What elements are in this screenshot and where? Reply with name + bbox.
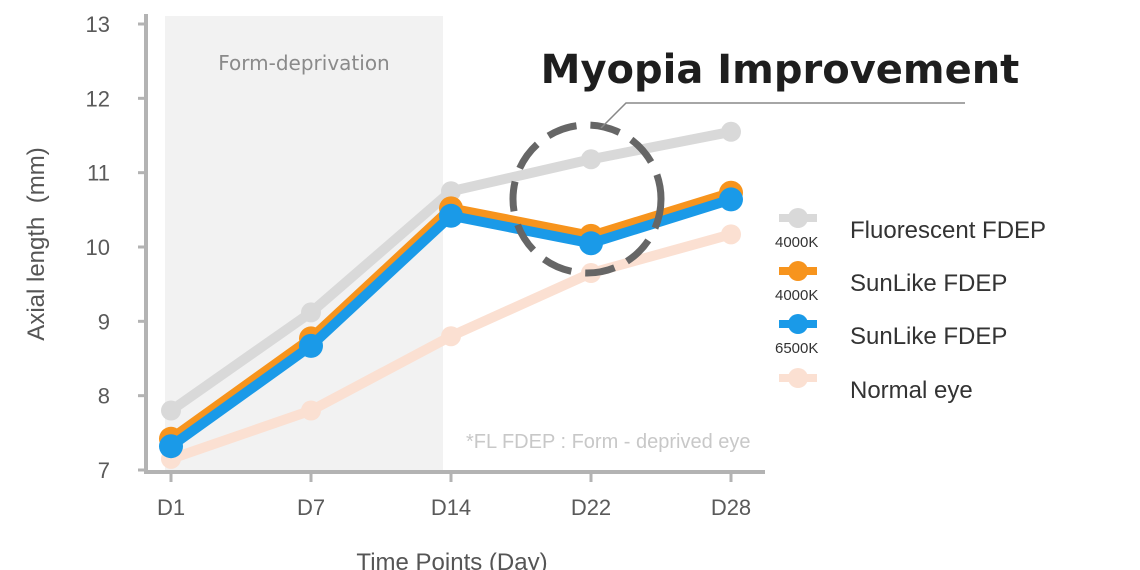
legend-swatch-marker — [788, 314, 808, 334]
legend-label: SunLike FDEP — [850, 270, 1007, 297]
legend-item: SunLike FDEP 6500K — [775, 314, 1007, 357]
legend-sublabel: 4000K — [775, 234, 818, 251]
legend-swatch-marker — [788, 368, 808, 388]
legend-item: Fluorescent FDEP 4000K — [775, 208, 1046, 251]
x-tick-label: D1 — [157, 495, 185, 520]
data-point — [299, 333, 323, 358]
y-tick-label: 8 — [98, 384, 110, 409]
series-normal-eye — [161, 224, 741, 469]
x-axis-ticks: D1 D7 D14 D22 D28 — [157, 472, 751, 520]
series-sunlike-fdep-6500k — [159, 187, 743, 459]
y-tick-label: 7 — [98, 458, 110, 483]
x-tick-label: D14 — [431, 495, 471, 520]
form-deprivation-label: Form-deprivation — [218, 51, 389, 75]
legend-item: SunLike FDEP 4000K — [775, 261, 1007, 304]
series-fluorescent-fdep-4000k — [161, 121, 741, 421]
y-tick-label: 12 — [86, 86, 110, 111]
y-tick-label: 13 — [86, 12, 110, 37]
y-tick-label: 11 — [87, 161, 110, 186]
data-point — [721, 224, 741, 245]
series-layer — [159, 121, 743, 469]
legend-swatch-marker — [788, 261, 808, 281]
y-axis-ticks: 7 8 9 10 11 12 13 — [86, 12, 146, 483]
data-point — [581, 149, 601, 170]
chart-title: Myopia Improvement — [541, 47, 1020, 93]
data-point — [161, 400, 181, 421]
x-tick-label: D28 — [711, 495, 751, 520]
data-point — [579, 231, 603, 256]
callout-line — [600, 102, 965, 129]
data-point — [719, 187, 743, 212]
data-point — [439, 203, 463, 228]
myopia-highlight-circle — [509, 121, 665, 277]
x-tick-label: D22 — [571, 495, 611, 520]
legend-label: Normal eye — [850, 377, 973, 404]
x-tick-label: D7 — [297, 495, 325, 520]
legend-swatch-marker — [788, 208, 808, 228]
legend-label: Fluorescent FDEP — [850, 217, 1046, 244]
y-tick-label: 10 — [86, 235, 110, 260]
y-axis-title: Axial length (mm) — [23, 147, 50, 340]
data-point — [301, 302, 321, 323]
data-point — [441, 326, 461, 347]
legend-sublabel: 6500K — [775, 340, 818, 357]
y-tick-label: 9 — [98, 309, 110, 334]
data-point — [721, 121, 741, 142]
data-point — [159, 434, 183, 459]
footnote-annotation: *FL FDEP : Form - deprived eye — [466, 431, 751, 453]
legend-item: Normal eye — [779, 368, 973, 404]
data-point — [301, 400, 321, 421]
x-axis-title: Time Points (Day) — [356, 549, 547, 570]
data-point — [441, 181, 461, 202]
legend-sublabel: 4000K — [775, 287, 818, 304]
legend-label: SunLike FDEP — [850, 323, 1007, 350]
